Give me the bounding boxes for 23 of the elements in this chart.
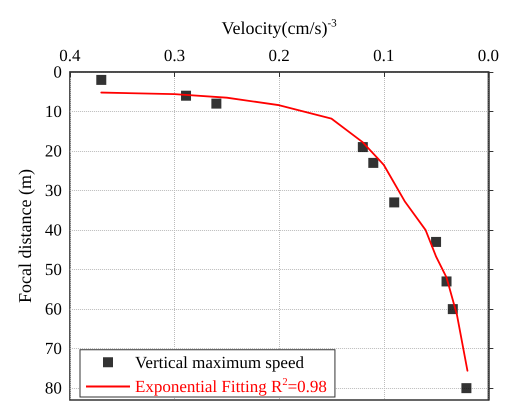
y-tick-label: 20: [44, 142, 62, 161]
y-tick-label: 40: [44, 220, 62, 240]
y-tick-label: 0: [53, 62, 62, 82]
y-tick-label: 50: [44, 260, 62, 280]
point: [431, 236, 442, 247]
y-axis-title: Focal distance (m): [15, 169, 35, 303]
y-tick-label: 70: [44, 339, 62, 358]
point: [389, 197, 400, 208]
x-tick-label: 0.3: [164, 46, 186, 65]
y-tick-label: 80: [44, 378, 62, 398]
line-series: [100, 92, 468, 372]
point: [461, 383, 472, 394]
point: [211, 98, 222, 109]
legend-label: Vertical maximum speed: [135, 352, 305, 372]
x-tick-label: 0.4: [59, 46, 82, 65]
y-tick-label: 10: [44, 102, 62, 122]
point: [96, 74, 106, 85]
y-tick-label: 60: [44, 300, 62, 319]
x-tick-label: 0.0: [478, 46, 499, 65]
y-tick-label: 30: [44, 181, 62, 200]
x-tick-label: 0.1: [373, 46, 394, 65]
point: [368, 158, 378, 168]
x-tick-label: 0.2: [268, 46, 290, 65]
